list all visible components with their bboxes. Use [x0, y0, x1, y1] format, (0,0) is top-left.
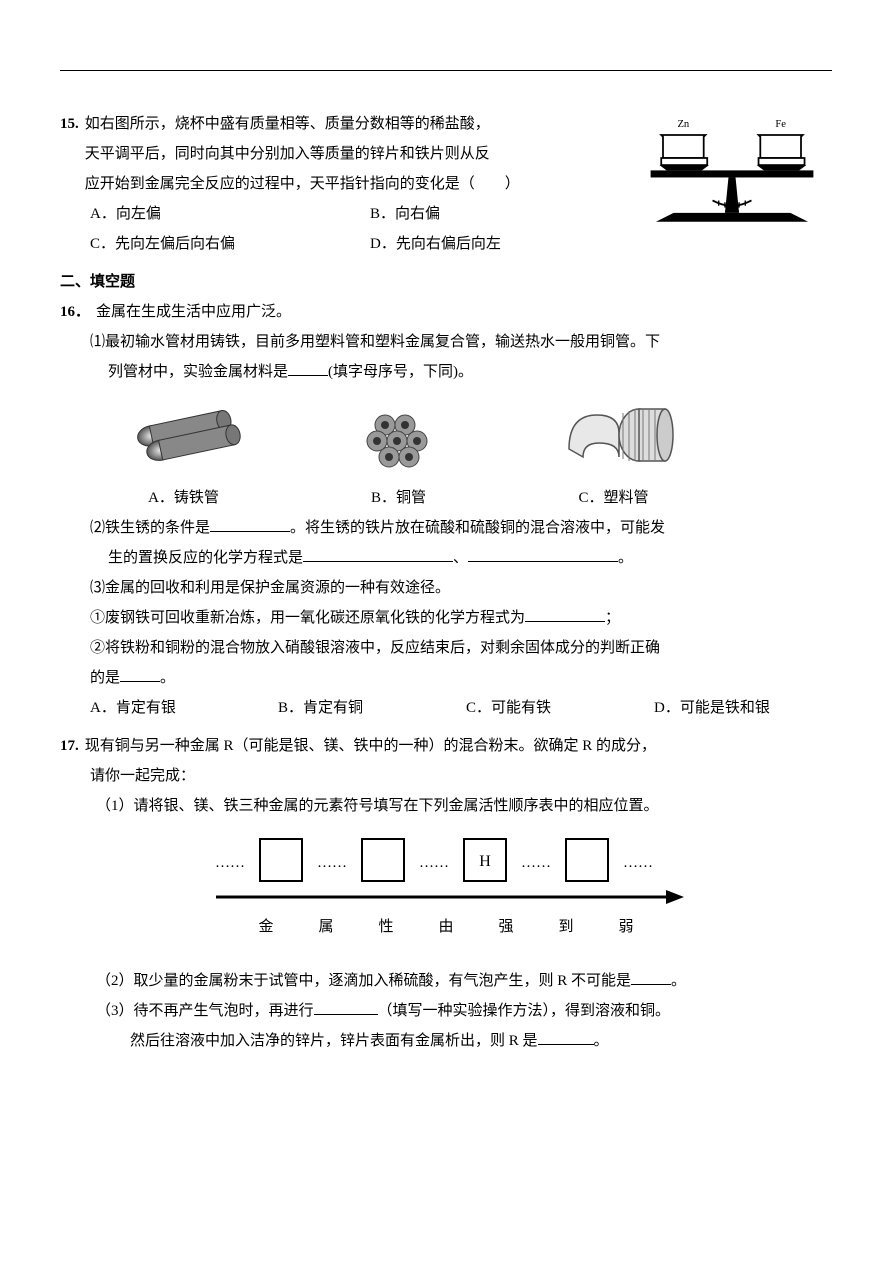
blank	[631, 969, 671, 986]
svg-text:到: 到	[558, 918, 573, 935]
blank	[288, 360, 328, 377]
svg-text:金: 金	[258, 918, 273, 935]
arrow-head-icon	[666, 890, 684, 904]
pipe-label-a: A．铸铁管	[96, 483, 271, 513]
q17-p3a: （3）待不再产生气泡时，再进行	[96, 1003, 314, 1019]
box-1	[260, 839, 302, 881]
q17-lead1: 现有铜与另一种金属 R（可能是银、镁、铁中的一种）的混合粉末。欲确定 R 的成分…	[85, 731, 832, 761]
q16-p2b: 。将生锈的铁片放在硫酸和硫酸铜的混合溶液中，可能发	[290, 520, 665, 536]
svg-text:性: 性	[378, 918, 393, 935]
q17-p3-line2: 然后往溶液中加入洁净的锌片，锌片表面有金属析出，则 R 是 。	[60, 1026, 832, 1056]
svg-text:属: 属	[318, 919, 333, 935]
q16-four-options: A．肯定有银 B．肯定有铜 C．可能有铁 D．可能是铁和银	[60, 693, 832, 723]
svg-text:弱: 弱	[618, 918, 633, 935]
opt-a: A．肯定有银	[90, 693, 268, 723]
blank	[120, 666, 160, 683]
q16-p1-line2: 列管材中，实验金属材料是 (填字母序号，下同)。	[60, 357, 832, 387]
q15-option-d: D．先向右偏后向左	[370, 229, 832, 259]
question-16: 16． 金属在生成生活中应用广泛。 ⑴最初输水管材用铸铁，目前多用塑料管和塑料金…	[60, 297, 832, 723]
q16-p2-line2: 生的置换反应的化学方程式是 、 。	[60, 543, 832, 573]
q15-number: 15.	[60, 109, 79, 139]
svg-text:由: 由	[438, 918, 453, 935]
blank	[303, 546, 453, 563]
pipe-label-b: B．铜管	[311, 483, 486, 513]
svg-text:……: ……	[419, 855, 449, 871]
blank	[468, 546, 618, 563]
comma: 、	[453, 550, 468, 566]
q16-p31a: ①废钢铁可回收重新冶炼，用一氧化碳还原氧化铁的化学方程式为	[90, 610, 525, 626]
pipe-label-c: C．塑料管	[526, 483, 701, 513]
beam-icon	[651, 170, 814, 177]
svg-text:Fe: Fe	[775, 119, 786, 130]
q16-number: 16．	[60, 297, 90, 327]
blank	[210, 516, 290, 533]
blank	[525, 606, 605, 623]
q17-number: 17.	[60, 731, 79, 761]
plastic-pipe-icon	[549, 399, 679, 471]
left-beaker-icon: Zn	[659, 119, 709, 170]
q15-option-c: C．先向左偏后向右偏	[90, 229, 370, 259]
q16-p32b: 的是	[90, 670, 120, 686]
box-4	[566, 839, 608, 881]
q16-p1-line1: ⑴最初输水管材用铸铁，目前多用塑料管和塑料金属复合管，输送热水一般用铜管。下	[60, 327, 832, 357]
opt-d: D．可能是铁和银	[654, 693, 832, 723]
period: 。	[618, 550, 633, 566]
q17-p3d: 。	[594, 1033, 609, 1049]
blank	[538, 1029, 594, 1046]
q17-p3c: 然后往溶液中加入洁净的锌片，锌片表面有金属析出，则 R 是	[130, 1033, 538, 1049]
svg-text:Zn: Zn	[677, 119, 689, 130]
svg-text:……: ……	[215, 855, 245, 871]
balance-scale-figure: Zn Fe	[642, 112, 822, 227]
stand-icon	[725, 177, 739, 212]
q16-p2c: 生的置换反应的化学方程式是	[108, 550, 303, 566]
q16-p2-line1: ⑵铁生锈的条件是 。将生锈的铁片放在硫酸和硫酸铜的混合溶液中，可能发	[60, 513, 832, 543]
copper-pipe-icon	[349, 399, 449, 471]
question-17: 17. 现有铜与另一种金属 R（可能是银、镁、铁中的一种）的混合粉末。欲确定 R…	[60, 731, 832, 1056]
blank	[314, 999, 378, 1016]
q17-p2a: （2）取少量的金属粉末于试管中，逐滴加入稀硫酸，有气泡产生，则 R 不可能是	[96, 973, 631, 989]
q17-p2: （2）取少量的金属粉末于试管中，逐滴加入稀硫酸，有气泡产生，则 R 不可能是 。	[60, 966, 832, 996]
pipe-images-row	[60, 395, 832, 481]
q17-p2end: 。	[671, 973, 686, 989]
q16-p3: ⑶金属的回收和利用是保护金属资源的一种有效途径。	[60, 573, 832, 603]
svg-text:H: H	[479, 853, 491, 870]
q16-p1b-text: 列管材中，实验金属材料是	[108, 364, 288, 380]
base-icon	[656, 213, 808, 222]
svg-text:……: ……	[521, 855, 551, 871]
svg-text:……: ……	[623, 855, 653, 871]
svg-text:……: ……	[317, 855, 347, 871]
opt-c: C．可能有铁	[466, 693, 644, 723]
q16-p2a: ⑵铁生锈的条件是	[90, 520, 210, 536]
q17-lead2: 请你一起完成：	[60, 761, 832, 791]
box-2	[362, 839, 404, 881]
q16-p32c: 。	[160, 670, 175, 686]
q17-p3b: （填写一种实验操作方法），得到溶液和铜。	[378, 1003, 671, 1019]
activity-series-diagram: …… …… …… H …… …… 金 属 性 由 强 到 弱	[186, 833, 706, 954]
cast-iron-pipe-icon	[124, 401, 244, 469]
q17-p3-line1: （3）待不再产生气泡时，再进行 （填写一种实验操作方法），得到溶液和铜。	[60, 996, 832, 1026]
right-beaker-icon: Fe	[757, 119, 807, 170]
q17-p1: （1）请将银、镁、铁三种金属的元素符号填写在下列金属活性顺序表中的相应位置。	[60, 791, 832, 821]
q16-p31b: ；	[605, 610, 620, 626]
section-2-title: 二、填空题	[60, 267, 832, 297]
q16-p1c-text: (填字母序号，下同)。	[328, 364, 473, 380]
q16-lead: 金属在生成生活中应用广泛。	[96, 297, 832, 327]
svg-text:强: 强	[498, 919, 513, 935]
q15-option-a: A．向左偏	[90, 199, 370, 229]
opt-b: B．肯定有铜	[278, 693, 456, 723]
q16-p3-2a: ②将铁粉和铜粉的混合物放入硝酸银溶液中，反应结束后，对剩余固体成分的判断正确	[60, 633, 832, 663]
q16-p3-2b: 的是 。	[60, 663, 832, 693]
q16-p3-1: ①废钢铁可回收重新冶炼，用一氧化碳还原氧化铁的化学方程式为 ；	[60, 603, 832, 633]
